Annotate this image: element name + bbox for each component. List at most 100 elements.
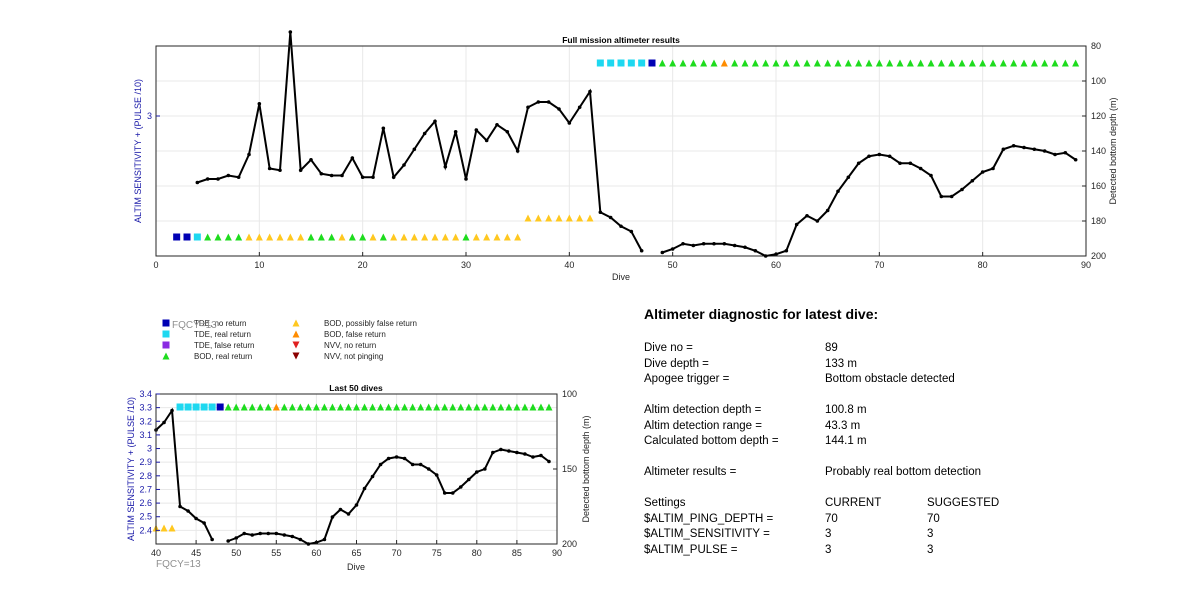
marker-tde-real-return	[617, 59, 625, 67]
right-tick-label: 100	[1091, 76, 1106, 86]
legend-label: TDE, false return	[194, 341, 254, 350]
left-tick-label: 2.6	[139, 498, 152, 508]
full-mission-x-label: Dive	[612, 272, 630, 282]
x-tick-label: 55	[271, 548, 281, 558]
legend-swatch-bod-false-return	[292, 330, 300, 338]
marker-bod-real-return	[886, 59, 894, 67]
marker-bod-real-return	[906, 59, 914, 67]
depth-point	[412, 147, 417, 152]
marker-bod-real-return	[248, 403, 256, 411]
marker-bod-real-return	[240, 403, 248, 411]
full-mission-left-axis-label: ALTIM SENSITIVITY + (PULSE /10)	[133, 79, 143, 223]
marker-bod-real-return	[462, 233, 470, 241]
marker-bod-real-return	[204, 233, 212, 241]
depth-point	[178, 504, 182, 509]
depth-point	[267, 166, 272, 171]
marker-bod-real-return	[679, 59, 687, 67]
marker-bod-real-return	[917, 59, 925, 67]
marker-bod-real-return	[288, 403, 296, 411]
marker-bod-possibly-false-low	[431, 233, 439, 241]
diag-row-sensitivity: $ALTIM_SENSITIVITY = 3 3	[644, 528, 1184, 544]
x-tick-label: 50	[231, 548, 241, 558]
right-tick-label: 100	[562, 389, 577, 399]
marker-tde-real-return	[184, 403, 192, 411]
marker-bod-real-return	[359, 233, 367, 241]
full-mission-left-ticks: 3	[147, 111, 160, 121]
depth-point	[381, 126, 386, 131]
diag-row-pulse: $ALTIM_PULSE = 3 3	[644, 544, 1184, 560]
marker-tde-real-return	[200, 403, 208, 411]
left-tick-label: 3	[147, 111, 152, 121]
full-mission-chart: 0 10 20 30 40 50 60 70 80 90 80 100 120 140 160 180 200…	[133, 30, 1118, 282]
dive-depth-value: 133 m	[825, 357, 857, 370]
x-tick-label: 85	[512, 548, 522, 558]
x-tick-label: 40	[151, 548, 161, 558]
right-tick-label: 140	[1091, 146, 1106, 156]
marker-bod-real-return	[401, 403, 409, 411]
depth-point	[202, 521, 206, 525]
legend-swatch-bod-real-return	[162, 352, 170, 360]
marker-tde-real-return	[627, 59, 635, 67]
full-mission-right-ticks: 80 100 120 140 160 180 200	[1082, 41, 1106, 261]
depth-point	[278, 168, 282, 173]
marker-bod-real-return	[481, 403, 489, 411]
diagnostic-title: Altimeter diagnostic for latest dive:	[644, 306, 879, 322]
marker-bod-possibly-false-low	[452, 233, 460, 241]
marker-tde-real-return	[193, 233, 201, 241]
marker-bod-real-return	[927, 59, 935, 67]
marker-bod-possibly-false-low	[286, 233, 294, 241]
legend-label: BOD, false return	[324, 330, 386, 339]
marker-bod-real-return	[896, 59, 904, 67]
marker-bod-real-return	[377, 403, 385, 411]
marker-bod-real-return	[441, 403, 449, 411]
depth-point	[433, 119, 437, 124]
right-tick-label: 180	[1091, 216, 1106, 226]
marker-bod-possibly-false-high	[555, 214, 563, 222]
settings-label: Settings	[644, 497, 686, 509]
diag-row-apogee: Apogee trigger = Bottom obstacle detecte…	[644, 373, 1184, 389]
marker-bod-real-return	[379, 233, 387, 241]
marker-bod-false-return	[272, 403, 280, 411]
marker-bod-real-return	[505, 403, 513, 411]
full-mission-markers	[173, 59, 1080, 241]
marker-tde-real-return	[638, 59, 646, 67]
apogee-trigger-label: Apogee trigger =	[644, 373, 730, 385]
marker-bod-real-return	[710, 59, 718, 67]
legend-label: NVV, no return	[324, 341, 376, 350]
sensitivity-label: $ALTIM_SENSITIVITY =	[644, 528, 770, 540]
depth-point	[247, 152, 251, 157]
right-tick-label: 200	[562, 539, 577, 549]
ping-depth-label: $ALTIM_PING_DEPTH =	[644, 512, 774, 525]
marker-bod-real-return	[1072, 59, 1080, 67]
legend-label: TDE, no return	[194, 319, 246, 328]
depth-point	[546, 100, 551, 104]
marker-bod-real-return	[317, 233, 325, 241]
marker-tde-real-return	[192, 403, 200, 411]
marker-bod-real-return	[353, 403, 360, 411]
x-tick-label: 90	[1081, 260, 1091, 270]
diag-row-settings-header: Settings CURRENT SUGGESTED	[644, 497, 1184, 513]
depth-point	[371, 175, 375, 180]
depth-point	[329, 173, 334, 178]
legend-item-bod-real-return: BOD, real return	[162, 352, 252, 361]
marker-bod-real-return	[312, 403, 320, 411]
depth-point	[391, 175, 396, 180]
altimeter-diagnostic-panel: Altimeter diagnostic for latest dive: Di…	[644, 306, 1184, 559]
depth-point	[443, 164, 448, 169]
depth-point	[639, 248, 644, 253]
sensitivity-suggested: 3	[927, 528, 934, 540]
legend-swatch-nvv-no-return	[292, 341, 300, 349]
marker-bod-real-return	[296, 403, 304, 411]
marker-bod-real-return	[224, 403, 232, 411]
marker-bod-real-return	[489, 403, 497, 411]
marker-bod-real-return	[328, 233, 336, 241]
depth-point	[226, 173, 231, 178]
diag-row-dive-no: Dive no = 89	[644, 342, 1184, 358]
marker-bod-possibly-false-low	[410, 233, 418, 241]
legend-swatch-tde-false-return	[162, 341, 170, 349]
last-50-fqcy-annotation: FQCY=13	[156, 559, 201, 570]
marker-bod-possibly-false-high	[565, 214, 573, 222]
marker-bod-real-return	[465, 403, 473, 411]
full-mission-title: Full mission altimeter results	[562, 35, 680, 45]
marker-bod-possibly-false-low	[255, 233, 263, 241]
